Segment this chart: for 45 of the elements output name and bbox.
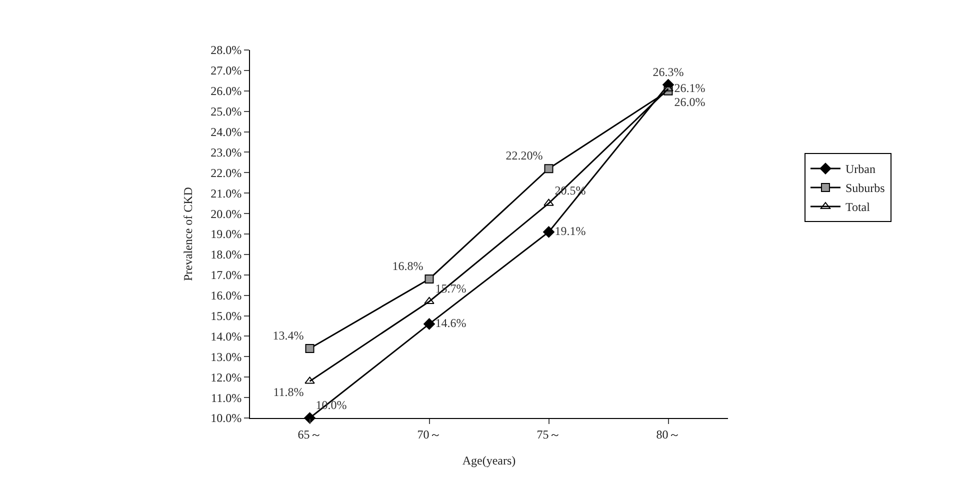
x-tick-label: 70～: [417, 427, 442, 442]
y-tick-label: 11.0%: [211, 390, 242, 405]
y-tick-label: 23.0%: [210, 145, 242, 160]
data-label: 26.3%: [652, 64, 684, 79]
point: [304, 376, 315, 384]
y-tick-label: 21.0%: [210, 186, 242, 200]
y-tick-label: 22.0%: [210, 166, 242, 180]
data-label: 26.1%: [674, 80, 706, 95]
point: [305, 344, 314, 353]
point: [424, 274, 434, 284]
x-axis-title: Age(years): [462, 453, 516, 468]
legend-label: Urban: [845, 162, 876, 176]
data-label: 16.8%: [392, 258, 424, 273]
y-axis-title: Prevalence of CKD: [180, 186, 195, 281]
y-tick-label: 25.0%: [210, 104, 242, 119]
y-tick-label: 17.0%: [210, 268, 242, 282]
y-tick-label: 15.0%: [210, 308, 242, 323]
point: [543, 226, 554, 238]
y-tick-label: 10.0%: [210, 411, 242, 426]
y-tick-label: 18.0%: [210, 248, 242, 262]
data-label: 13.4%: [272, 328, 304, 342]
x-tick-label: 80～: [656, 427, 680, 442]
y-tick-label: 13.0%: [210, 350, 242, 364]
x-tick-label: 65～: [298, 427, 322, 442]
x-tick-label: 75～: [536, 427, 561, 442]
data-label: 26.0%: [674, 94, 706, 109]
y-tick-label: 12.0%: [210, 370, 242, 384]
y-tick-label: 24.0%: [210, 124, 242, 139]
y-tick-label: 20.0%: [210, 206, 242, 221]
point: [544, 198, 554, 206]
data-label: 14.6%: [435, 316, 466, 330]
legend-label: Total: [845, 200, 871, 214]
point: [424, 318, 435, 330]
y-tick-label: 16.0%: [210, 288, 242, 303]
legend-label: Suburbs: [845, 181, 886, 196]
y-tick-label: 27.0%: [210, 64, 242, 78]
point: [424, 296, 434, 304]
y-tick-label: 19.0%: [210, 227, 242, 242]
point: [544, 164, 554, 174]
data-label: 11.8%: [273, 385, 304, 400]
y-tick-label: 14.0%: [210, 329, 242, 344]
data-label: 19.1%: [554, 224, 586, 238]
y-tick-label: 26.0%: [210, 84, 242, 98]
data-label: 22.20%: [506, 148, 543, 163]
y-tick-label: 28.0%: [210, 43, 242, 58]
